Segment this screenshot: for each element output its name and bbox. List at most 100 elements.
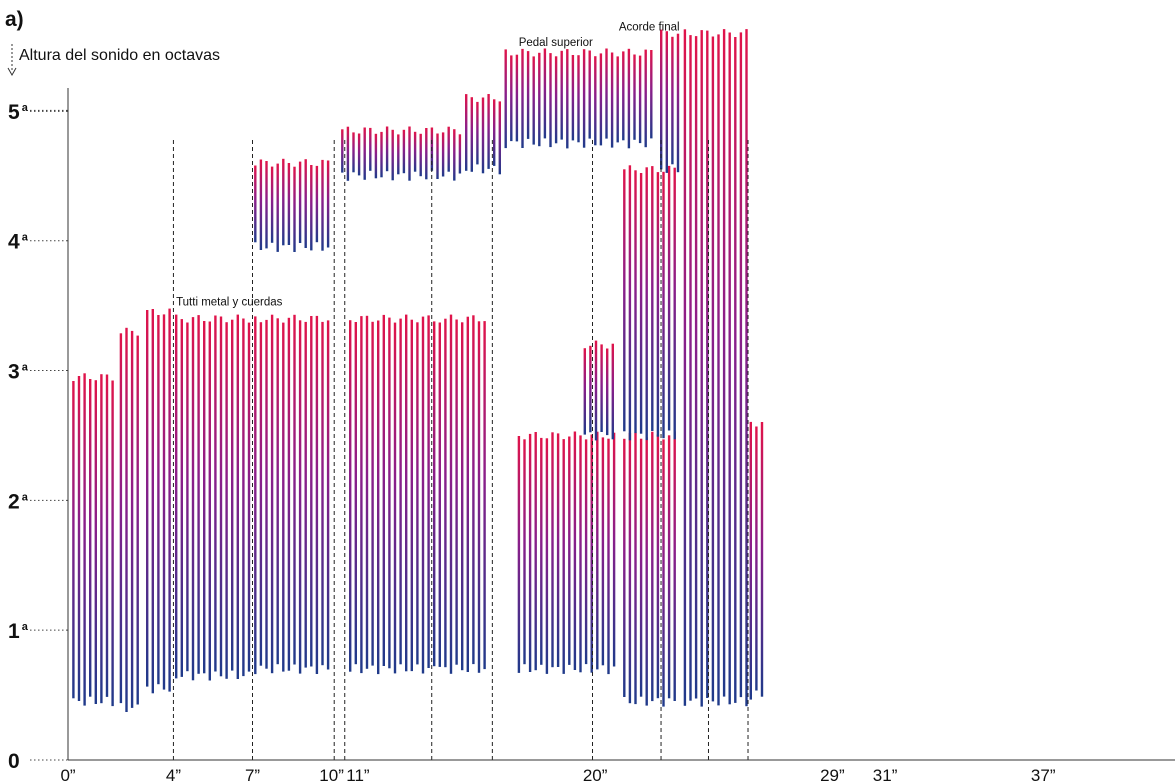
bar [83,373,86,706]
y-tick-sup: a [22,362,29,374]
bar [623,438,626,697]
bar [633,54,636,140]
bar [365,315,369,669]
bar [656,172,660,437]
bar [722,29,726,697]
bar [105,374,109,697]
bar [605,48,608,139]
bar [739,32,743,698]
x-tick-label: 31” [873,766,898,784]
bar [477,321,481,673]
bar [528,433,532,672]
y-tick-label: 0 [8,750,20,773]
bar [413,131,417,172]
bar [197,315,200,674]
bars-group [72,29,764,712]
bar [573,431,577,670]
bar [515,54,519,142]
bar [571,55,575,141]
bar [357,133,361,176]
bar [259,159,263,250]
annotation-label: Tutti metal y cuerdas [176,297,283,309]
bar [363,127,366,180]
bar [706,30,709,699]
bar [461,322,464,671]
bar [282,158,285,246]
bar [612,432,616,667]
panel-label: a) [5,8,24,31]
bar [628,432,632,704]
y-tick-sup: a [22,491,29,503]
bar [247,322,251,672]
y-axis-title: Altura del sonido en octavas [19,47,220,64]
bar [562,439,565,674]
bar [397,134,400,175]
bar [427,315,430,668]
bar [382,314,385,666]
bar [588,50,591,139]
bar [634,170,637,434]
bar [441,132,445,177]
bar [191,317,195,681]
bar [734,37,737,703]
x-tick-label: 10” [319,766,344,784]
bar [374,133,378,179]
bar [416,322,419,665]
bar [354,322,357,665]
bar [639,438,643,697]
bar [700,30,703,707]
bar [639,173,643,434]
bar [304,159,307,248]
bar [607,438,610,675]
bar [749,421,752,700]
bar [493,99,496,166]
bar [656,434,660,699]
bar [689,35,692,701]
bar [89,379,92,697]
bar [596,431,599,670]
bar [545,438,549,674]
annotation-label: Acorde final [619,21,680,33]
bar [346,126,350,181]
bar [660,29,663,170]
bar [622,51,625,141]
bar [231,319,234,671]
bar [444,318,447,668]
y-tick-sup: a [22,232,29,244]
bar [600,344,603,432]
bar [270,314,274,674]
bar [369,127,372,171]
bar [523,439,526,665]
bar [168,308,171,692]
y-tick-sup: a [22,102,29,114]
bar [755,426,758,691]
bar [315,315,319,674]
bar [380,131,383,178]
bar [534,432,537,671]
bar [644,49,647,148]
bar [554,56,558,144]
bar [447,126,450,172]
bar [341,129,344,173]
bar [568,436,571,665]
bar [410,319,413,672]
arrow-head-icon [7,67,17,77]
bar [254,165,257,243]
annotation-label: Pedal superior [519,37,593,49]
bar [385,126,389,172]
bar [634,432,637,705]
bar [326,160,330,248]
bar [259,322,263,666]
bar [627,48,631,149]
bar [352,132,355,173]
bar [521,48,524,148]
bar [538,52,541,147]
bar [326,320,330,670]
bar [72,381,75,699]
bar [236,314,239,679]
bar [582,49,586,148]
bar [287,163,291,245]
bar [425,128,428,180]
bar [487,94,490,169]
